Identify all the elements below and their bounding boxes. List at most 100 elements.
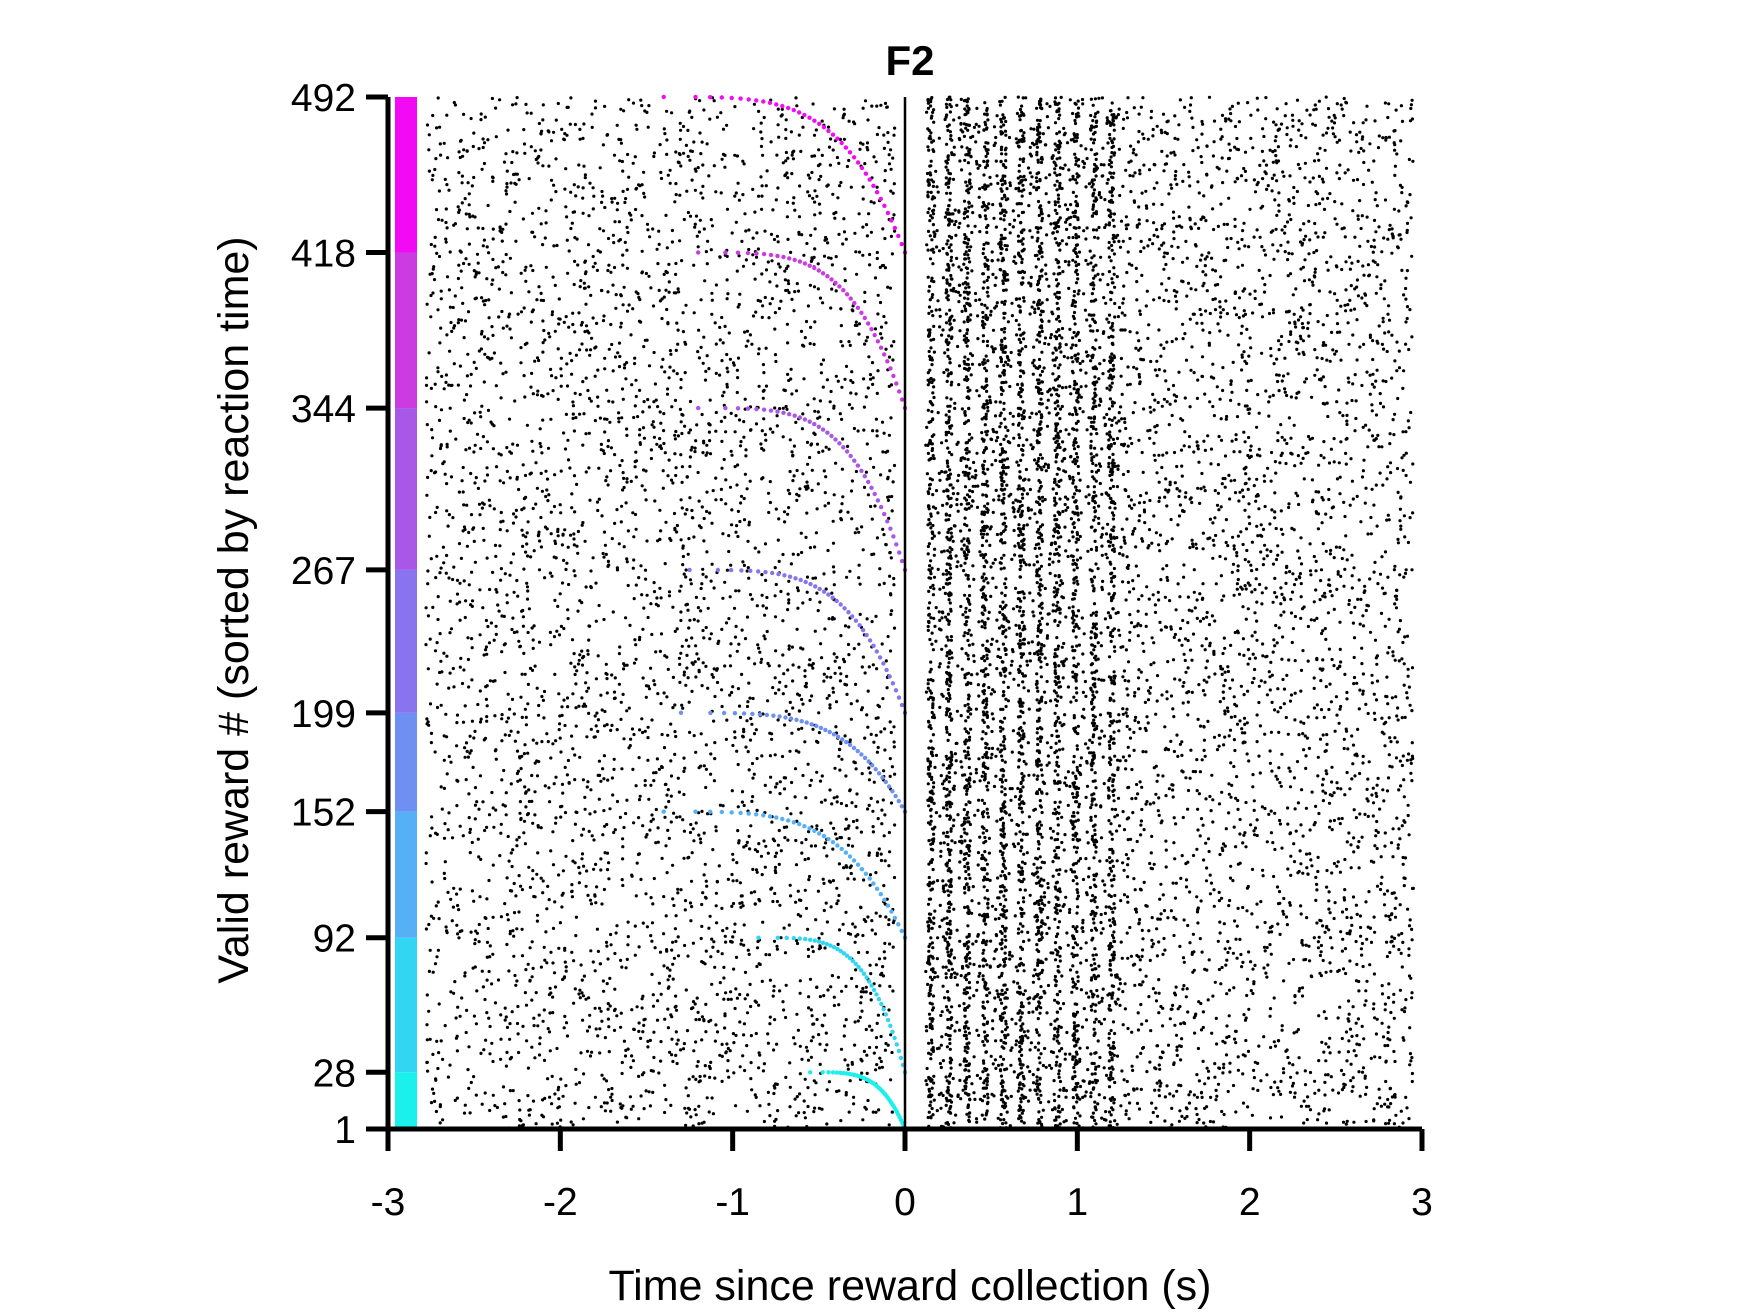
spike: [653, 499, 657, 503]
spike: [541, 1098, 545, 1102]
spike: [475, 252, 480, 256]
spike: [1056, 623, 1060, 628]
spike: [738, 881, 743, 885]
spike: [652, 1055, 656, 1060]
spike: [541, 243, 545, 247]
spike: [463, 197, 467, 201]
spike: [677, 656, 682, 660]
spike: [784, 684, 788, 689]
spike: [448, 305, 452, 309]
spike: [930, 238, 934, 242]
spike: [736, 181, 740, 185]
spike: [526, 520, 530, 524]
spike: [750, 799, 754, 804]
spike: [519, 271, 523, 275]
spike: [498, 544, 502, 548]
spike: [834, 289, 838, 293]
spike: [670, 240, 675, 244]
spike: [738, 1020, 742, 1024]
spike: [458, 581, 462, 585]
spike: [1055, 760, 1059, 765]
spike: [697, 833, 701, 837]
spike: [786, 608, 790, 612]
spike: [718, 255, 722, 259]
spike: [697, 1017, 702, 1022]
spike: [574, 724, 578, 728]
spike: [554, 821, 558, 825]
spike: [766, 491, 771, 495]
spike: [537, 154, 541, 158]
spike: [713, 1039, 718, 1043]
spike: [480, 501, 484, 505]
spike: [696, 245, 700, 249]
spike: [613, 355, 618, 359]
spike: [566, 458, 571, 462]
spike: [877, 847, 881, 851]
spike: [512, 954, 516, 958]
spike: [435, 251, 439, 255]
spike: [625, 361, 629, 365]
spike: [550, 310, 555, 314]
spike: [571, 400, 575, 404]
spike: [570, 734, 574, 738]
spike: [748, 696, 752, 700]
spike: [586, 649, 590, 653]
spike: [446, 828, 450, 832]
spike: [1053, 203, 1057, 207]
spike: [485, 940, 490, 945]
spike: [792, 149, 796, 153]
spike: [696, 470, 700, 475]
spike: [541, 164, 545, 168]
spike: [842, 137, 847, 141]
spike: [457, 908, 461, 912]
spike: [720, 359, 724, 363]
spike: [572, 429, 577, 433]
spike: [539, 545, 544, 549]
spike: [756, 298, 760, 303]
spike: [591, 207, 595, 211]
spike: [707, 926, 711, 930]
spike: [563, 132, 567, 136]
spike: [746, 539, 750, 543]
spike: [622, 366, 627, 370]
spike: [485, 466, 489, 470]
spike: [837, 666, 842, 670]
spike: [1056, 1027, 1060, 1031]
spike: [777, 688, 781, 692]
spike: [545, 961, 549, 965]
spike: [532, 549, 536, 553]
spike: [615, 123, 619, 127]
spike: [862, 1049, 867, 1053]
spike: [699, 732, 703, 736]
spike: [601, 833, 605, 837]
spike: [473, 215, 477, 219]
spike: [618, 1102, 622, 1106]
spike: [758, 1104, 762, 1108]
spike: [832, 826, 836, 830]
spike: [844, 864, 848, 868]
spike: [797, 1111, 801, 1115]
spike: [481, 137, 485, 141]
spike: [609, 469, 613, 473]
spike: [778, 407, 782, 411]
spike: [798, 1044, 802, 1048]
spike: [568, 533, 573, 537]
spike: [521, 544, 525, 549]
spike: [862, 377, 866, 381]
spike: [651, 304, 656, 308]
spike: [629, 333, 633, 337]
spike: [626, 583, 630, 588]
spike: [641, 676, 645, 680]
spike: [556, 397, 560, 401]
spike: [546, 499, 550, 503]
spike: [812, 1079, 816, 1083]
spike: [598, 1006, 602, 1010]
spike: [557, 1097, 561, 1101]
spike: [889, 167, 893, 171]
spike: [767, 316, 771, 320]
spike: [487, 298, 491, 302]
spike: [930, 216, 934, 220]
spike: [1092, 138, 1097, 142]
spike: [699, 526, 703, 530]
